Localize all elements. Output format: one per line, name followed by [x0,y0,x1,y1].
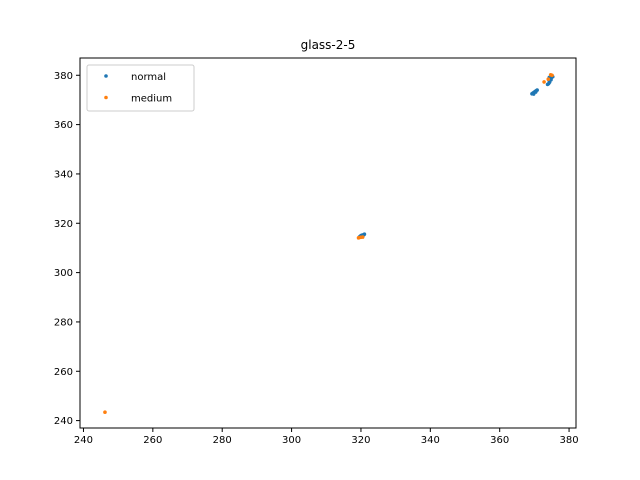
normal-point [549,77,553,82]
x-tick-label: 300 [282,435,301,446]
x-tick-label: 260 [143,435,162,446]
legend-marker-medium [104,95,108,100]
legend-box [86,64,195,112]
medium-point [103,410,107,415]
y-tick-label: 380 [54,71,73,82]
x-axis: 240 260 280 300 320 340 360 380 [74,428,579,446]
medium-point [550,73,554,78]
y-tick-label: 260 [54,367,73,378]
x-tick-label: 380 [560,435,579,446]
medium-point [360,235,365,239]
y-tick-label: 340 [54,169,73,180]
normal-point [362,232,367,236]
legend: normal medium [86,64,195,112]
x-tick-label: 240 [74,435,93,446]
normal-point [531,92,536,96]
x-tick-label: 320 [351,435,370,446]
medium-point [542,80,546,84]
plot-frame [79,57,577,429]
medium-point [546,77,551,82]
legend-marker-normal [104,74,108,78]
y-tick-label: 300 [54,268,73,279]
legend-label-medium: medium [131,94,172,105]
x-tick-label: 340 [421,435,440,446]
points-layer [103,72,555,415]
y-axis: 240 260 280 300 320 340 360 380 [54,71,80,427]
chart-title: glass-2-5 [301,38,356,52]
x-tick-label: 360 [490,435,509,446]
y-tick-label: 320 [54,219,73,230]
x-tick-label: 280 [213,435,232,446]
y-tick-label: 240 [54,416,73,427]
y-tick-label: 280 [54,317,73,328]
legend-label-normal: normal [131,72,166,83]
y-tick-label: 360 [54,120,73,131]
